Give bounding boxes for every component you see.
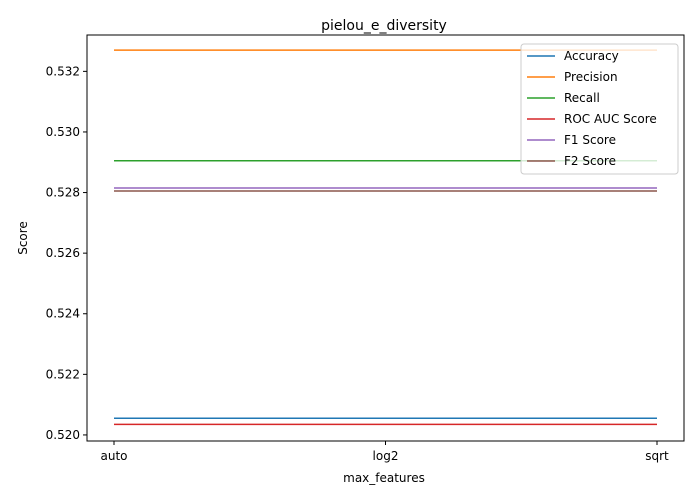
y-axis-label: Score: [16, 221, 30, 255]
y-tick-label: 0.522: [46, 367, 80, 381]
y-tick-label: 0.532: [46, 64, 80, 78]
x-tick-label: auto: [100, 449, 127, 463]
x-axis: auto log2 sqrt: [100, 441, 669, 463]
y-tick-label: 0.526: [46, 246, 80, 260]
y-tick-label: 0.530: [46, 125, 80, 139]
series-layer: [114, 49, 657, 426]
y-axis: 0.520 0.522 0.524 0.526 0.528 0.530 0.532: [46, 64, 87, 442]
chart-title: pielou_e_diversity: [321, 18, 447, 34]
legend-box: [520, 43, 679, 175]
y-tick-label: 0.524: [46, 307, 80, 321]
x-axis-label: max_features: [343, 471, 425, 485]
y-tick-label: 0.520: [46, 428, 80, 442]
x-tick-label: log2: [373, 449, 399, 463]
legend-label: Recall: [564, 91, 600, 105]
legend-label: F2 Score: [564, 154, 616, 168]
legend-label: F1 Score: [564, 133, 616, 147]
y-tick-label: 0.528: [46, 186, 80, 200]
legend-label: Precision: [564, 70, 618, 84]
legend: Accuracy Precision Recall ROC AUC Score F1 S…: [520, 43, 679, 175]
legend-label: Accuracy: [564, 49, 619, 63]
x-tick-label: sqrt: [645, 449, 669, 463]
legend-label: ROC AUC Score: [564, 112, 657, 126]
